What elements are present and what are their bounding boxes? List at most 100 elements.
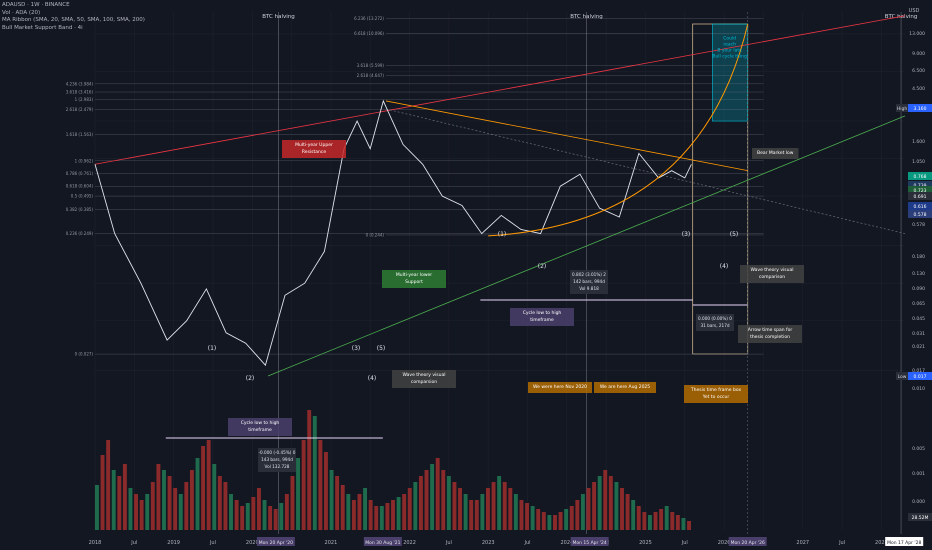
wave-label: (5) [730, 231, 739, 238]
volume-bar [413, 482, 418, 530]
volume-bar [608, 476, 613, 530]
annotation-box [594, 382, 656, 393]
wave-label: (1) [498, 231, 507, 238]
volume-bar [195, 458, 200, 530]
annotation-text: We were here Nov 2020 [533, 384, 587, 390]
x-highlight-bg [570, 537, 609, 546]
volume-bar [675, 515, 680, 530]
y-tick-label: 0.005 [912, 446, 925, 452]
annotation-text: We are here Aug 2025 [600, 384, 650, 390]
annotation: We were here Nov 2020 [528, 382, 592, 393]
measure-box: -0.000 (-0.45%) 0 143 bars, 994d Vol 132.7… [258, 448, 296, 472]
x-tick-label: 2022 [403, 540, 416, 546]
y-tick-label: 0.130 [912, 271, 925, 277]
volume-bar [441, 470, 446, 530]
volume-bar [379, 506, 384, 530]
volume-bar [268, 506, 273, 530]
volume-bar [580, 494, 585, 530]
x-tick-label: 2018 [89, 540, 102, 546]
price-tag-value: 0.723 [914, 188, 927, 194]
wave-label: (4) [720, 263, 729, 270]
volume-bar [245, 503, 250, 530]
halving-label: BTC halving [570, 14, 603, 20]
y-tick-label: 0.031 [912, 331, 925, 337]
x-highlight-label: Mon 20 Apr '26 [731, 540, 765, 546]
volume-bar [150, 482, 155, 530]
volume-bar [687, 521, 691, 530]
lower-support-line [267, 115, 906, 377]
volume-bar [184, 482, 189, 530]
x-highlight-label: Mon 20 Apr '20 [259, 540, 293, 546]
x-highlight-bg [256, 537, 295, 546]
price-tag-value: 0.768 [914, 174, 927, 180]
measure-box-text: 0.802 (3.01%) 2 [572, 272, 606, 277]
volume-bar [128, 488, 133, 530]
volume-bar [117, 476, 122, 530]
volume-bar [229, 494, 233, 530]
price-tag-label: High [897, 106, 907, 112]
price-tag-value: 0.691 [914, 194, 927, 200]
annotation-text: thesis completion [750, 334, 790, 340]
x-tick-label: Jul [838, 540, 845, 546]
volume-bar [491, 482, 496, 530]
volume-bar [586, 488, 591, 530]
x-tick-label: 2025 [639, 540, 652, 546]
x-highlight-bg [728, 537, 767, 546]
volume-bar [189, 470, 194, 530]
target-box-text: reach [723, 42, 736, 48]
wave-label: (2) [246, 375, 255, 382]
volume-bar [256, 488, 261, 530]
volume-bar [458, 488, 462, 530]
volume-bar [391, 500, 395, 530]
volume-bar [642, 512, 647, 530]
volume-bar [340, 485, 345, 530]
volume-bar [597, 476, 602, 530]
halving-label: BTC halving [262, 14, 295, 20]
annotation-text: timeframe [530, 317, 554, 323]
volume-bar [625, 494, 630, 530]
annotation-text: Support [405, 279, 423, 285]
volume-bar [262, 500, 267, 530]
x-tick-label: 2024 [560, 540, 573, 546]
y-tick-label: 0.180 [912, 254, 925, 260]
annotation-box [228, 418, 292, 436]
annotation-text: Multi-year lower [396, 272, 432, 278]
halving-label: BTC halving [885, 14, 918, 20]
fib-label: 6.236 (13.272) [354, 16, 384, 21]
wave-label: (3) [682, 231, 691, 238]
chart-legend: ADAUSD · 1W · BINANCE Vol · ADA (20) MA … [2, 2, 145, 32]
volume-bar [296, 458, 300, 530]
volume-bar [290, 476, 295, 530]
x-tick-label: 2023 [482, 540, 495, 546]
volume-bar [346, 494, 351, 530]
measure-box-bg [570, 270, 608, 294]
volume-bar [307, 410, 312, 530]
price-tag-value: 0.616 [914, 204, 927, 210]
y-tick-label: 0.065 [912, 301, 925, 307]
volume-bar [435, 458, 440, 530]
annotation-box [510, 308, 574, 326]
measure-box-text: -0.000 (-0.45%) 0 [259, 450, 296, 455]
volume-bar [234, 500, 239, 530]
volume-bar [385, 503, 390, 530]
measure-box-text: 142 bars, 994d [573, 279, 605, 284]
measure-box-bg [258, 448, 296, 472]
volume-bar [525, 503, 530, 530]
volume-bar [162, 470, 166, 530]
volume-bar [564, 509, 569, 530]
annotation-box [738, 325, 802, 343]
volume-bar [670, 512, 675, 530]
volume-bar [95, 485, 99, 530]
fib-levels: 6.236 (13.272) 6.618 (10.096) 3.618 (5.599… [66, 16, 764, 357]
price-tag-bg [908, 513, 932, 521]
volume-bar [178, 494, 183, 530]
price-tag-bg [908, 192, 932, 200]
annotation-text: timeframe [248, 427, 272, 433]
y-tick-label: 6.500 [912, 68, 925, 74]
volume-bar [122, 464, 127, 530]
wave-label: (3) [352, 345, 361, 352]
x-highlight-label: Mon 15 Apr '24 [573, 540, 607, 546]
